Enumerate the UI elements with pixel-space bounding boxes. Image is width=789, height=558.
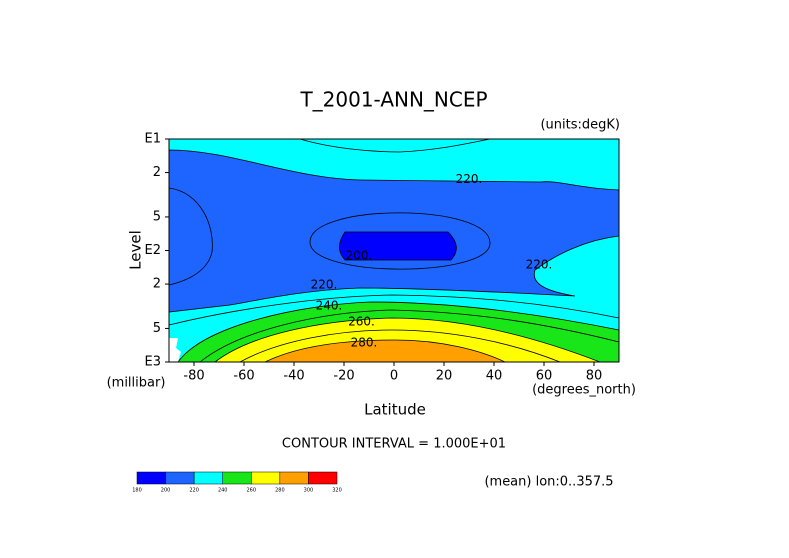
chart-title: T_2001-ANN_NCEP: [299, 88, 487, 112]
x-tick-label: 80: [586, 369, 603, 384]
contour-lines: [168, 138, 620, 363]
y-tick-label: E3: [145, 355, 162, 370]
contour-line: [168, 294, 620, 326]
colorbar-box: [308, 471, 338, 485]
y-tick-label: E2: [145, 243, 162, 258]
contour-label: 280.: [351, 336, 378, 350]
x-tick-label: 0: [390, 369, 398, 384]
colorbar-box: [222, 471, 252, 485]
colorbar-label: 320: [332, 488, 342, 494]
contour-interval: CONTOUR INTERVAL = 1.000E+01: [282, 437, 506, 452]
x-units-label: (degrees_north): [532, 383, 636, 398]
x-tick-label: 20: [436, 369, 453, 384]
plot-area: [168, 138, 620, 363]
x-tick-label: -20: [333, 369, 354, 384]
y-tick-label: 2: [153, 277, 161, 292]
colorbar-label: 200: [161, 488, 171, 494]
missing-data: [169, 338, 181, 362]
contour-label: 240.: [316, 299, 343, 313]
y-tick-label: 5: [153, 209, 161, 224]
contour-label: 220.: [311, 278, 338, 292]
contour-label: 220.: [526, 258, 553, 272]
y-tick-label: E1: [145, 132, 162, 147]
y-axis-label: Level: [127, 230, 145, 270]
contour-fill: [168, 149, 620, 313]
colorbar-box: [193, 471, 223, 485]
colorbar-label: 300: [304, 488, 314, 494]
footer-label: (mean) lon:0..357.5: [484, 475, 613, 490]
x-tick-label: 40: [486, 369, 503, 384]
y-tick-label: 5: [153, 321, 161, 336]
contour-line: [239, 329, 561, 363]
contour-label: 200.: [346, 248, 373, 262]
y-units-label: (millibar): [107, 376, 166, 391]
colorbar-box: [251, 471, 281, 485]
x-tick-label: 60: [536, 369, 553, 384]
contour-line: [299, 138, 491, 153]
units-label: (units:degK): [540, 118, 620, 133]
colorbar-label: 220: [189, 488, 199, 494]
contour-label: 220.: [456, 172, 483, 186]
x-axis-label: Latitude: [364, 401, 426, 419]
colorbar-box: [279, 471, 309, 485]
x-tick-label: -40: [283, 369, 304, 384]
x-tick-label: -80: [183, 369, 204, 384]
contour-fill: [339, 231, 457, 261]
contour-line: [309, 212, 491, 270]
colorbar-box: [165, 471, 195, 485]
x-tick-label: -60: [233, 369, 254, 384]
colorbar-label: 280: [275, 488, 285, 494]
colorbar-label: 240: [218, 488, 228, 494]
colorbar-box: [136, 471, 166, 485]
contour-line: [199, 309, 620, 363]
colorbar-label: 260: [247, 488, 257, 494]
colorbar-label: 180: [132, 488, 142, 494]
y-tick-label: 2: [153, 165, 161, 180]
contour-line: [168, 187, 213, 286]
contour-fill: [264, 339, 506, 363]
contour-label: 260.: [348, 314, 375, 328]
